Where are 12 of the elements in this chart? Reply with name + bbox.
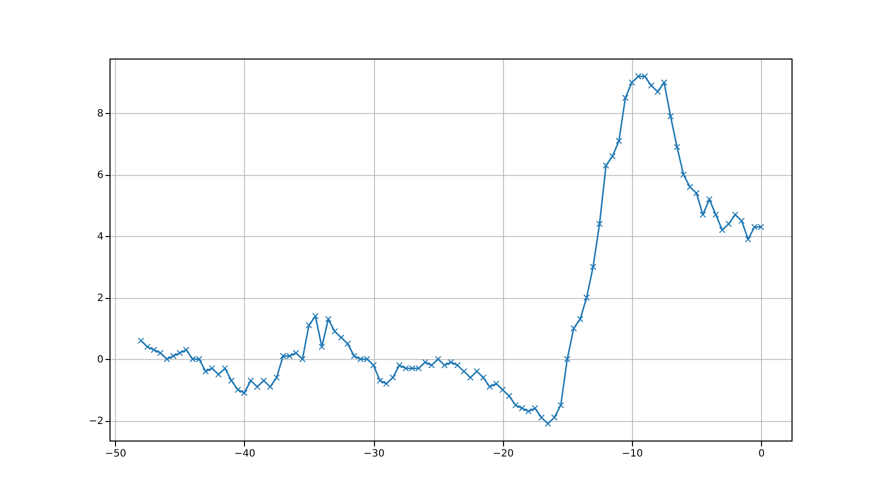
y-tick-label: 8 [97, 108, 104, 120]
y-tick-label: −2 [88, 416, 104, 428]
x-tick-label: −40 [234, 448, 256, 460]
x-tick-label: 0 [758, 448, 765, 460]
x-tick-label: −50 [105, 448, 126, 460]
x-tick-label: −20 [492, 448, 514, 460]
y-tick-label: 4 [97, 232, 104, 243]
x-tick-label: −10 [622, 448, 643, 460]
y-tick-label: 2 [97, 293, 104, 304]
y-tick-label: 6 [97, 170, 104, 182]
x-tick-label: −30 [363, 448, 385, 460]
y-tick-label: 0 [97, 354, 104, 366]
